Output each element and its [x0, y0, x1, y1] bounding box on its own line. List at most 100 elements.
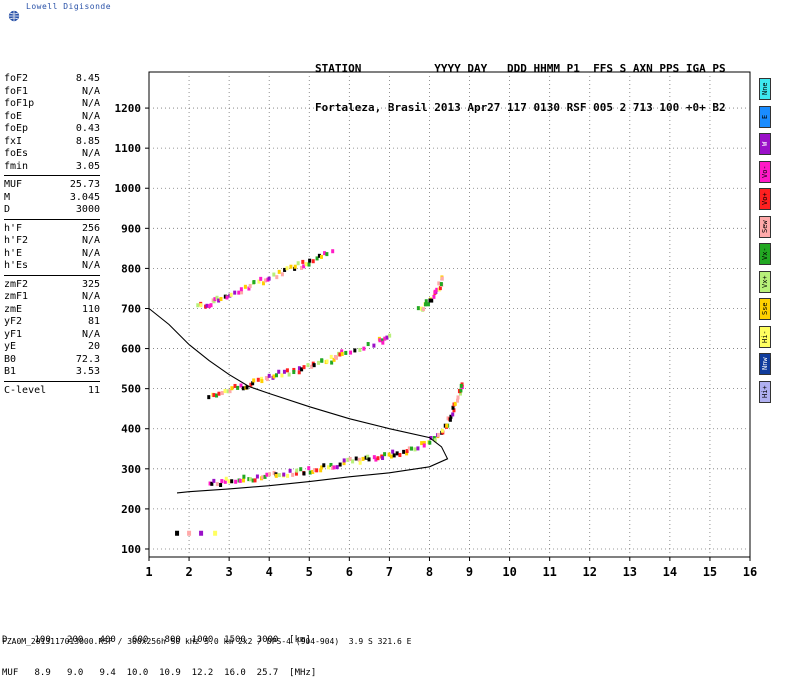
x-tick-label: 6: [346, 565, 353, 579]
ordinary-trace-mark: [367, 457, 371, 462]
ordinary-trace-mark: [389, 454, 393, 459]
multihop-trace-mark: [358, 347, 362, 352]
ordinary-trace-mark: [224, 476, 228, 481]
multihop-trace-mark: [297, 370, 301, 375]
param-separator: [4, 175, 100, 176]
param-value: 0.43: [75, 123, 100, 134]
multihop-trace-mark: [312, 363, 316, 368]
x-tick-label: 16: [743, 565, 757, 579]
muf-row: MUF 8.9 9.0 9.4 10.0 10.9 12.2 16.0 25.7…: [2, 668, 317, 678]
param-name: fxI: [4, 135, 23, 147]
multihop-trace-mark: [372, 343, 376, 348]
legend-swatch: E: [759, 105, 771, 128]
y-tick-label: 200: [121, 503, 141, 516]
legend-swatch: Vx+: [759, 270, 771, 293]
multihop-trace-mark: [285, 368, 289, 373]
multihop-trace-mark: [249, 382, 253, 387]
ordinary-trace-mark: [429, 435, 433, 440]
ordinary-trace-mark: [307, 466, 311, 471]
param-name: M: [4, 191, 11, 203]
param-row: foE N/A: [4, 111, 100, 124]
ordinary-trace-mark: [354, 456, 358, 461]
x-tick-label: 2: [185, 565, 192, 579]
ordinary-trace-mark: [446, 416, 450, 421]
triple-hop-trace-mark: [283, 267, 287, 272]
triple-hop-trace-mark: [199, 303, 203, 308]
param-name: zmE: [4, 303, 23, 315]
param-row: h'F 256: [4, 223, 100, 236]
ordinary-trace-mark: [299, 467, 303, 472]
ordinary-trace-mark: [407, 446, 411, 451]
multihop-trace-mark: [329, 354, 333, 359]
param-row: D 3000: [4, 204, 100, 217]
triple-hop-trace-mark: [304, 262, 308, 267]
triple-hop-trace-mark: [267, 276, 271, 281]
ordinary-trace-mark: [342, 458, 346, 463]
ordinary-trace-mark: [351, 459, 355, 464]
multihop-trace-mark: [223, 389, 227, 394]
param-row: MUF 25.73: [4, 179, 100, 192]
param-row: h'E N/A: [4, 248, 100, 261]
ordinary-trace-mark: [348, 457, 352, 462]
param-name: B1: [4, 366, 17, 377]
ordinary-trace-mark: [210, 481, 214, 486]
triple-hop-trace-mark: [207, 304, 211, 309]
ordinary-trace-mark: [234, 479, 238, 484]
param-row: fmin 3.05: [4, 161, 100, 174]
triple-hop-trace-mark: [308, 258, 312, 263]
ordinary-trace-mark: [242, 474, 246, 479]
triple-hop-trace-mark: [296, 261, 300, 266]
param-value: N/A: [81, 247, 100, 259]
param-row: zmF2 325: [4, 279, 100, 292]
param-row: h'F2 N/A: [4, 235, 100, 248]
ordinary-trace-mark: [230, 479, 234, 484]
multihop-trace-mark: [256, 377, 260, 382]
ordinary-trace-mark: [451, 412, 455, 417]
triple-hop-trace-mark: [205, 303, 209, 308]
ordinary-trace-mark: [402, 449, 406, 454]
ordinary-trace-mark: [416, 446, 420, 451]
ordinary-trace-mark: [364, 455, 368, 460]
ordinary-trace-mark: [449, 414, 453, 419]
triple-hop-trace-mark: [315, 256, 319, 261]
ordinary-trace-mark: [255, 474, 259, 479]
ordinary-trace-mark: [458, 391, 462, 396]
triple-hop-trace-mark: [293, 266, 297, 271]
param-row: zmF1 N/A: [4, 291, 100, 304]
x-tick-label: 9: [466, 565, 473, 579]
param-value: 8.85: [75, 135, 100, 147]
multihop-trace-mark: [310, 364, 314, 369]
scaled-parameters-panel: foF2 8.45 foF1 N/A foF1p N/A foE N/A foEp 0.43 fxI…: [4, 73, 100, 397]
triple-hop-trace-mark: [217, 298, 221, 303]
param-row: yF1 N/A: [4, 329, 100, 342]
triple-hop-trace-mark: [323, 251, 327, 256]
ordinary-trace-mark: [212, 478, 216, 483]
triple-hop-trace-mark: [319, 254, 323, 259]
param-value: 8.45: [75, 73, 100, 84]
param-value: 3.05: [75, 160, 100, 172]
multihop-trace-mark: [280, 373, 284, 378]
triple-hop-trace-mark: [229, 292, 233, 297]
param-name: h'E: [4, 247, 23, 259]
multihop-trace-mark: [385, 335, 389, 340]
multihop-trace-mark: [252, 378, 256, 383]
ordinary-trace-mark: [302, 471, 306, 476]
ordinary-trace-mark: [219, 482, 223, 487]
param-value: N/A: [81, 235, 100, 246]
multihop-trace-mark: [388, 333, 392, 338]
ordinary-trace-mark: [294, 471, 298, 476]
ordinary-trace-mark: [327, 465, 331, 470]
x-tick-label: 11: [542, 565, 556, 579]
x-tick-label: 7: [386, 565, 393, 579]
triple-hop-trace-mark: [237, 290, 241, 295]
ordinary-trace-mark: [312, 468, 316, 473]
ordinary-trace-mark: [456, 398, 460, 403]
triple-hop-trace-mark: [223, 294, 227, 299]
multihop-trace-mark: [366, 342, 370, 347]
x-tick-label: 10: [502, 565, 516, 579]
ordinary-trace-mark: [241, 478, 245, 483]
ordinary-trace-mark: [436, 432, 440, 437]
multihop-trace-mark: [300, 367, 304, 372]
globe-icon: [8, 10, 20, 22]
legend-swatch: Vx-: [759, 243, 771, 265]
